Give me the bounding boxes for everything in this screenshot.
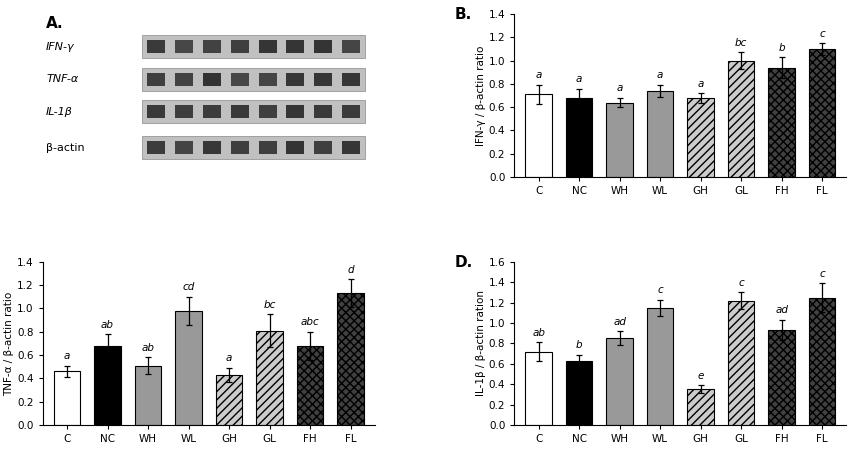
Text: D.: D.	[455, 255, 473, 270]
Bar	[526, 94, 551, 177]
Bar	[258, 40, 276, 53]
Bar	[314, 73, 333, 86]
Bar	[203, 141, 221, 154]
Text: a: a	[657, 71, 663, 80]
Bar	[342, 73, 360, 86]
Bar	[687, 389, 714, 425]
Bar	[258, 73, 276, 86]
Bar	[286, 73, 304, 86]
Text: ab: ab	[532, 328, 545, 338]
Bar	[143, 100, 365, 123]
Bar	[54, 371, 80, 425]
Bar	[175, 73, 193, 86]
Text: c: c	[657, 285, 663, 295]
Text: a: a	[535, 71, 542, 80]
Bar	[258, 106, 276, 118]
Bar	[342, 106, 360, 118]
Text: IFN-γ: IFN-γ	[46, 42, 74, 52]
Text: a: a	[64, 351, 70, 361]
Bar	[147, 73, 165, 86]
Bar	[769, 68, 795, 177]
Bar	[203, 106, 221, 118]
Text: b: b	[575, 340, 582, 350]
Text: a: a	[616, 83, 622, 93]
Bar	[338, 293, 363, 425]
Text: A.: A.	[46, 15, 63, 31]
Bar	[231, 73, 249, 86]
Bar	[809, 49, 835, 177]
Bar	[647, 308, 673, 425]
Y-axis label: IL-1β / β-actin ration: IL-1β / β-actin ration	[476, 290, 486, 396]
Text: IL-1β: IL-1β	[46, 107, 73, 117]
Text: abc: abc	[301, 317, 320, 327]
Bar	[143, 68, 365, 91]
Text: c: c	[819, 28, 825, 39]
Text: d: d	[347, 265, 354, 275]
Bar	[728, 301, 754, 425]
Bar	[175, 311, 202, 425]
Bar	[342, 141, 360, 154]
Bar	[231, 106, 249, 118]
Text: a: a	[226, 354, 233, 363]
Bar	[147, 106, 165, 118]
Text: c: c	[819, 269, 825, 279]
Text: β-actin: β-actin	[46, 143, 85, 153]
Text: ab: ab	[101, 319, 114, 330]
Bar	[216, 375, 242, 425]
Text: e: e	[698, 371, 704, 381]
Bar	[203, 40, 221, 53]
Bar	[143, 136, 365, 159]
Text: ad: ad	[775, 305, 788, 315]
Bar	[314, 141, 333, 154]
Text: c: c	[738, 278, 744, 288]
Bar	[175, 106, 193, 118]
Bar	[135, 366, 162, 425]
Bar	[687, 98, 714, 177]
Bar	[728, 61, 754, 177]
Bar	[143, 35, 365, 58]
Bar	[286, 106, 304, 118]
Text: a: a	[576, 74, 582, 84]
Text: b: b	[778, 42, 785, 53]
Bar	[809, 297, 835, 425]
Text: a: a	[698, 78, 704, 89]
Bar	[647, 91, 673, 177]
Bar	[286, 141, 304, 154]
Bar	[147, 40, 165, 53]
Y-axis label: IFN-γ / β-actin ratio: IFN-γ / β-actin ratio	[476, 45, 486, 146]
Text: ad: ad	[613, 317, 626, 326]
Text: ab: ab	[142, 343, 155, 353]
Bar	[258, 141, 276, 154]
Text: B.: B.	[455, 7, 472, 22]
Bar	[314, 106, 333, 118]
Text: bc: bc	[263, 300, 276, 310]
Bar	[203, 73, 221, 86]
Bar	[175, 40, 193, 53]
Bar	[256, 331, 283, 425]
Bar	[342, 40, 360, 53]
Bar	[566, 361, 593, 425]
Bar	[286, 40, 304, 53]
Text: cd: cd	[182, 282, 195, 292]
Bar	[769, 330, 795, 425]
Y-axis label: TNF-α / β-actin ratio: TNF-α / β-actin ratio	[4, 291, 15, 396]
Bar	[231, 141, 249, 154]
Bar	[606, 338, 633, 425]
Text: TNF-α: TNF-α	[46, 74, 79, 84]
Bar	[314, 40, 333, 53]
Bar	[94, 346, 121, 425]
Bar	[175, 141, 193, 154]
Bar	[231, 40, 249, 53]
Bar	[526, 352, 551, 425]
Text: bc: bc	[735, 38, 747, 48]
Bar	[566, 98, 593, 177]
Bar	[297, 346, 323, 425]
Bar	[606, 103, 633, 177]
Bar	[147, 141, 165, 154]
